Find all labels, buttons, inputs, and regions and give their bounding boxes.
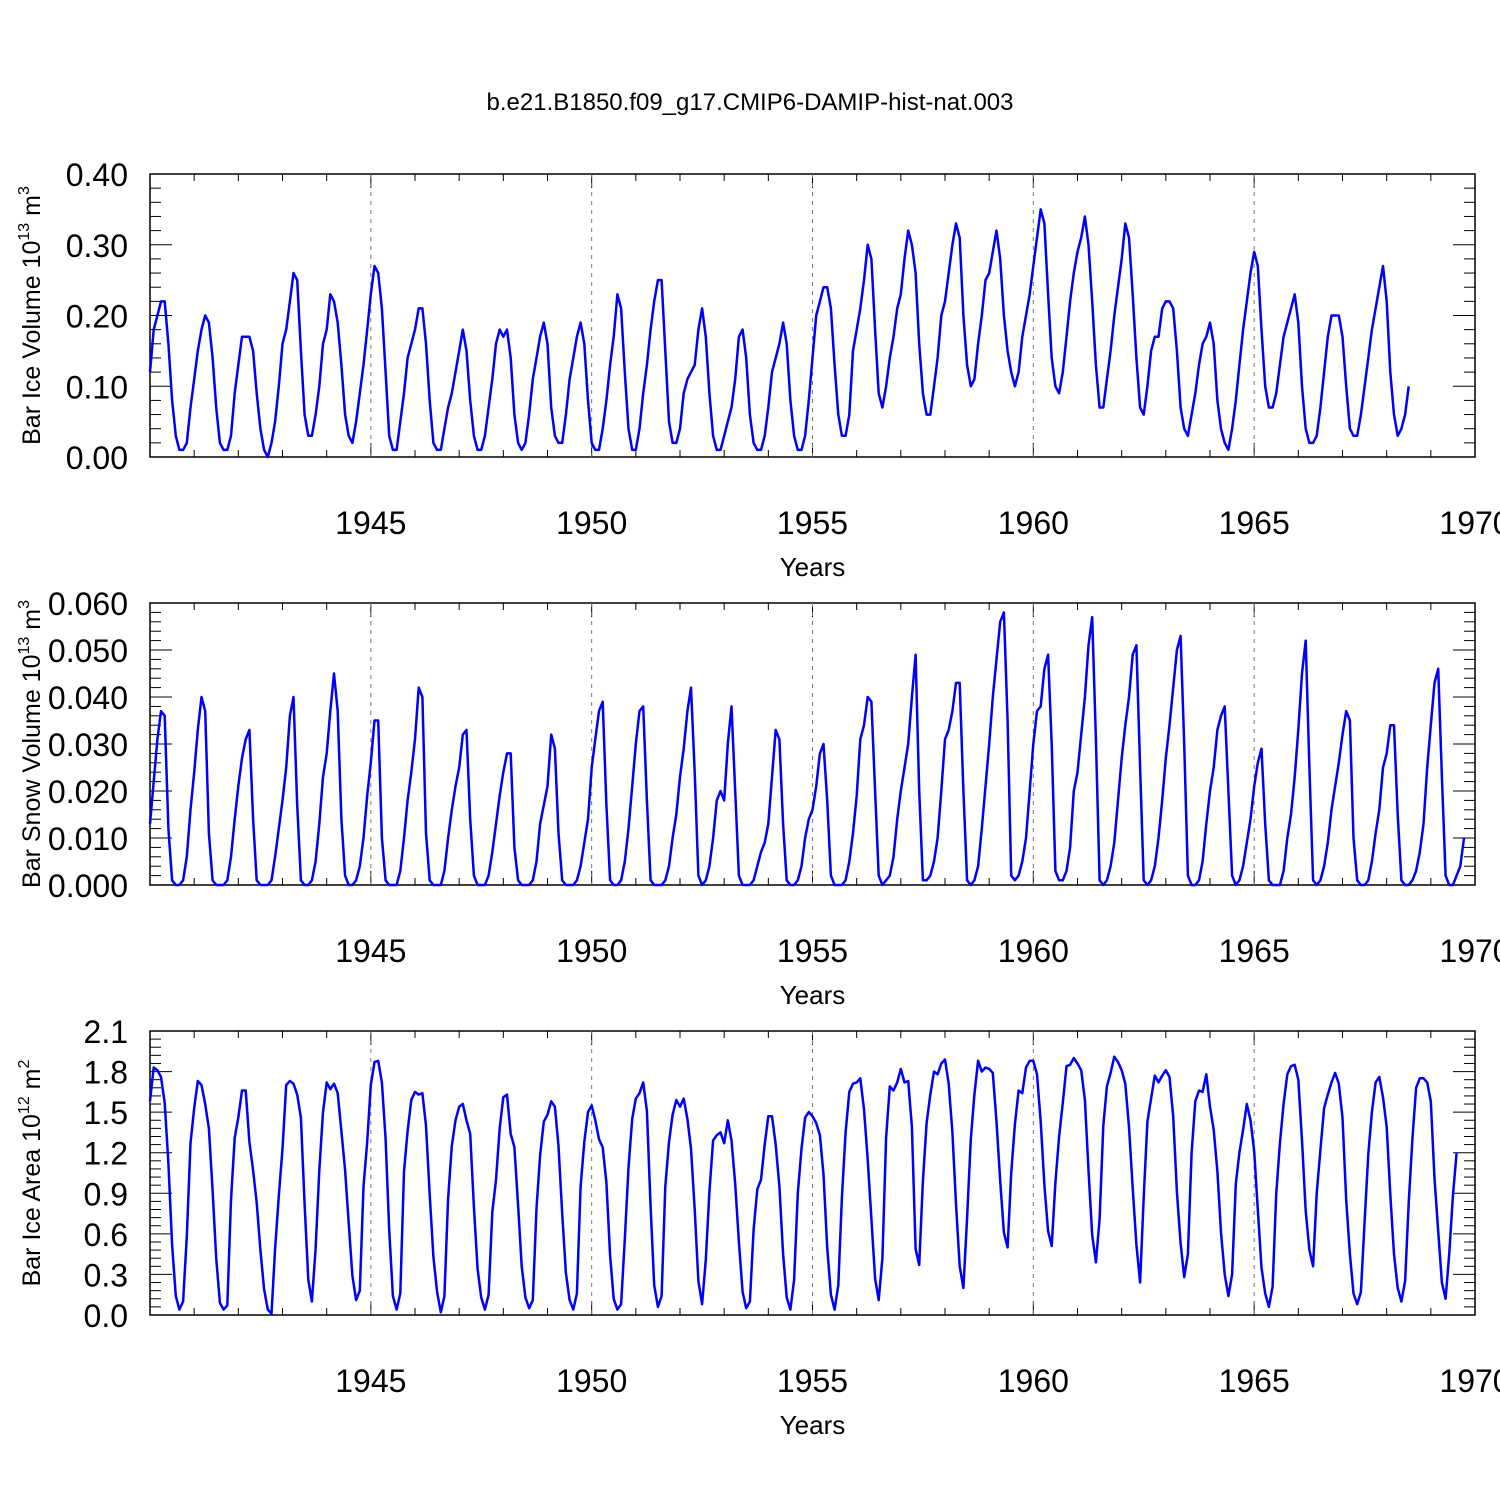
y-tick-label: 0.060	[48, 586, 128, 622]
x-tick-label: 1945	[335, 505, 406, 541]
y-label-ylabel-sup: 12	[16, 1096, 33, 1114]
y-tick-label: 1.5	[84, 1095, 128, 1131]
figure-title: b.e21.B1850.f09_g17.CMIP6-DAMIP-hist-nat…	[487, 89, 1014, 116]
x-tick-label: 1950	[556, 933, 627, 969]
y-label-space	[18, 216, 46, 223]
y-label-ylabel-main: Bar Ice Volume 10	[18, 241, 46, 445]
x-tick-label: 1960	[998, 1363, 1069, 1399]
x-axis-label: Years	[780, 552, 846, 582]
x-tick-label: 1950	[556, 1363, 627, 1399]
series-line-1	[148, 1055, 1458, 1315]
x-axis-label: Years	[780, 1410, 846, 1440]
y-label-space	[18, 1089, 46, 1096]
y-label-ylabel-unit: m	[18, 609, 46, 630]
chart-panel-3: 1945 1950 1955 1960 1965 1970 Years 0.0 0.3 0.6 0.…	[16, 1014, 1500, 1440]
plot-frame	[149, 1030, 1476, 1316]
y-axis-label: Bar Ice Volume 1013 m3	[16, 186, 46, 445]
y-tick-label: 0.040	[48, 680, 128, 716]
y-tick-label: 0.0	[84, 1298, 128, 1334]
y-tick-label: 0.00	[66, 440, 128, 476]
y-tick-label: 2.1	[84, 1014, 128, 1050]
y-tick-label: 0.3	[84, 1257, 128, 1293]
y-tick-label: 1.8	[84, 1055, 128, 1091]
y-tick-label: 0.020	[48, 774, 128, 810]
chart-panel-2: 1945 1950 1955 1960 1965 1970 Years 0.000 0.010 0…	[16, 586, 1500, 1010]
plot-frame	[149, 602, 1476, 886]
x-tick-label: 1955	[777, 933, 848, 969]
y-label-ylabel-main: Bar Ice Area 10	[18, 1114, 46, 1286]
y-label-ylabel-sup: 13	[16, 223, 33, 241]
y-label-ylabel-sup: 13	[16, 637, 33, 655]
y-tick-label: 0.000	[48, 868, 128, 904]
y-tick-label: 0.030	[48, 727, 128, 763]
y-label-ylabel-unit: m	[18, 195, 46, 216]
y-tick-label: 1.2	[84, 1136, 128, 1172]
y-axis-label: Bar Snow Volume 1013 m3	[16, 600, 46, 888]
series-line-1	[148, 208, 1410, 459]
y-label-ylabel-main: Bar Snow Volume 10	[18, 655, 46, 888]
y-tick-label: 0.10	[66, 369, 128, 405]
y-tick-label: 0.30	[66, 228, 128, 264]
x-tick-label: 1955	[777, 1363, 848, 1399]
y-tick-label: 0.6	[84, 1217, 128, 1253]
x-tick-label: 1960	[998, 505, 1069, 541]
y-label-ylabel-unit-sup: 3	[16, 600, 33, 609]
x-tick-label: 1965	[1219, 505, 1290, 541]
x-tick-label: 1945	[335, 1363, 406, 1399]
y-label-ylabel-unit-sup: 2	[16, 1060, 33, 1069]
y-label-ylabel-unit-sup: 3	[16, 186, 33, 195]
y-label-ylabel-unit: m	[18, 1069, 46, 1090]
plot-frame	[149, 173, 1476, 458]
y-tick-label: 0.40	[66, 157, 128, 193]
x-tick-label: 1950	[556, 505, 627, 541]
x-tick-label: 1965	[1219, 1363, 1290, 1399]
x-axis-label: Years	[780, 980, 846, 1010]
x-tick-label: 1970	[1439, 933, 1500, 969]
y-label-space	[18, 630, 46, 637]
y-tick-label: 0.050	[48, 633, 128, 669]
y-axis-label: Bar Ice Area 1012 m2	[16, 1060, 46, 1287]
x-tick-label: 1970	[1439, 1363, 1500, 1399]
x-tick-label: 1960	[998, 933, 1069, 969]
x-tick-label: 1965	[1219, 933, 1290, 969]
x-tick-label: 1945	[335, 933, 406, 969]
x-tick-label: 1970	[1439, 505, 1500, 541]
chart-panel-1: 1945 1950 1955 1960 1965 1970 Years 0.00 0.10 0.2…	[16, 157, 1500, 582]
y-tick-label: 0.010	[48, 821, 128, 857]
x-tick-label: 1955	[777, 505, 848, 541]
y-tick-label: 0.20	[66, 299, 128, 335]
y-tick-label: 0.9	[84, 1176, 128, 1212]
series-line-1	[148, 611, 1466, 887]
